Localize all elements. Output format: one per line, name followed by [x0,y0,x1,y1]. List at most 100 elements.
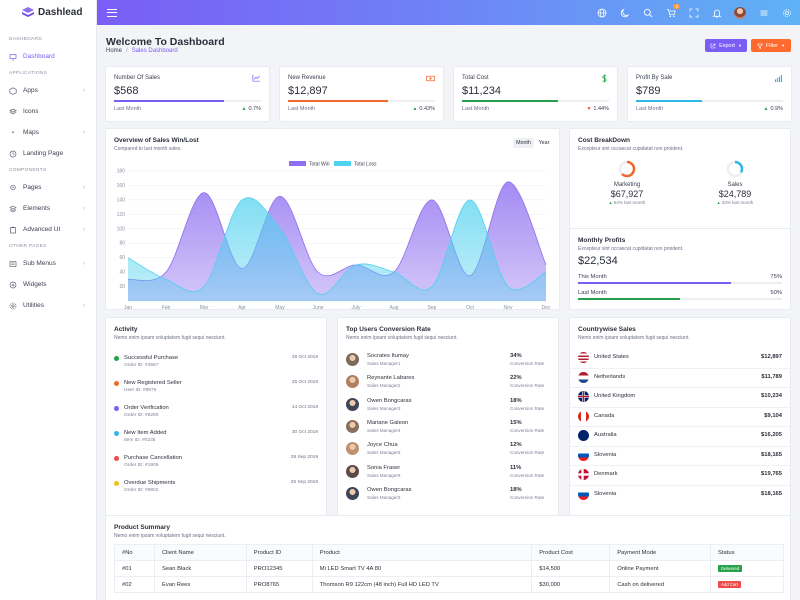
user-row[interactable]: Owen Bongcaras Sales Manager3 18% Conversio… [346,397,550,416]
sidebar-item-elements[interactable]: Elements › [0,198,96,219]
status-dot [114,356,119,361]
activity-item[interactable]: Overdue Shipments Order ID: #8902 25 Sep 2… [114,480,318,500]
user-row[interactable]: Mariane Galeon Sales Manager4 15% Conversio… [346,419,550,438]
map-pin-icon [9,129,17,137]
countrywise-sales-card: Countrywise Sales Nemo enim ipsam volupt… [569,317,791,533]
user-row[interactable]: Socrates Itumay Sales Manager1 34% Conversi… [346,353,550,371]
user-row[interactable]: Joyce Chua Sales Manager5 12% Conversion Ra… [346,442,550,460]
user-name: Mariane Galeon [367,419,409,426]
avatar [346,397,359,411]
sidebar-item-sub-menus[interactable]: Sub Menus › [0,253,96,274]
sidebar-item-dashboard[interactable]: Dashboard [0,46,96,67]
country-row[interactable]: Canada $9,104 [570,410,790,427]
activity-card: Activity Nemo enim ipsam voluptatem fugi… [105,317,327,533]
chevron-right-icon: › [83,226,85,233]
sidebar-item-maps[interactable]: Maps › [0,122,96,143]
activity-item[interactable]: New Item Added Item ID: #0235 30 Oct 2019 [114,430,318,450]
cost-item-note-text: 54% last month [613,200,646,205]
monitor-icon [9,53,17,61]
cart-icon[interactable]: 3 [665,4,680,18]
line-chart-icon [252,74,261,83]
x-tick-label: Mar [200,305,209,311]
export-button[interactable]: Export ▼ [705,39,747,52]
column-header[interactable]: Client Name [153,544,247,561]
country-row[interactable]: United States $12,897 [570,352,790,369]
country-row[interactable]: United Kingdom $10,234 [570,391,790,408]
sidebar-item-pages[interactable]: Pages › [0,177,96,198]
column-header[interactable]: Product [311,544,533,561]
monthly-profits-card: Monthly Profits Excepteur sint occaecat … [569,228,791,310]
flag-icon [578,469,589,480]
moon-icon[interactable] [619,7,630,18]
stat-value: $11,234 [462,85,501,97]
globe-icon[interactable] [596,7,607,18]
conversion-label: Conversion Rate [510,361,545,366]
country-amount: $12,897 [761,354,782,360]
country-row[interactable]: Slovenia $18,165 [578,488,782,502]
avatar [346,486,359,500]
column-header[interactable]: Payment Mode [609,544,712,561]
sidebar-item-widgets[interactable]: Widgets [0,274,96,295]
product-summary-card: Product Summary Nemo enim ipsam voluptat… [105,515,791,600]
user-row[interactable]: Sonia Fraser Sales Manager6 11% Conversion … [346,464,550,483]
activity-item[interactable]: Purchase Cancellation Order ID: #1905 28 S… [114,455,318,475]
activity-date: 29 Oct 2019 [291,355,318,360]
stat-card: Total Cost $11,234 Last Month ▼ 1.44% [453,66,618,122]
user-avatar[interactable] [734,6,746,19]
user-role: Sales Manager5 [367,450,401,456]
x-tick-label: June [313,305,324,311]
sidebar-item-icons[interactable]: Icons [0,101,96,122]
cost-item: Sales $24,789 ▲33% last month [695,159,775,214]
bell-icon[interactable] [711,7,722,18]
search-icon[interactable] [642,7,653,18]
cash-icon [426,74,435,83]
stat-card: Profit By Sale $789 Last Month ▲ 0.9% [627,66,792,122]
settings-icon[interactable] [781,7,792,18]
toggle-month[interactable]: Month [513,138,534,148]
sidebar-item-apps[interactable]: Apps › [0,80,96,101]
activity-sub: Order ID: #4567 [124,363,159,368]
activity-item[interactable]: Order Verification Order ID: #6290 14 Oct … [114,405,318,425]
country-name: Slovenia [594,451,617,458]
column-header[interactable]: #No [114,544,155,561]
y-tick-label: 100 [117,226,126,232]
column-header[interactable]: Status [710,544,784,561]
toggle-year[interactable]: Year [538,140,550,146]
stat-progress [462,100,609,102]
conversion-label: Conversion Rate [510,427,545,433]
country-row[interactable]: Slovenia $18,165 [570,449,790,466]
chevron-right-icon: › [83,87,85,94]
country-row[interactable]: Australia $16,205 [570,430,790,447]
fullscreen-icon[interactable] [688,7,699,18]
options-icon[interactable] [758,7,769,18]
user-row[interactable]: Owen Bongcaras Sales Manager3 18% Conversio… [346,486,550,505]
y-tick-label: 40 [119,270,125,276]
top-nav: 3 [97,0,800,25]
sidebar-item-advanced-ui[interactable]: Advanced UI › [0,219,96,240]
sales-area-chart: 20 40 60 80 100 120 140 160 180 Jan Feb Mar Apr May Ju… [117,161,551,311]
sales-chart-title: Overview of Sales Win/Lost [114,137,199,144]
breadcrumb-home[interactable]: Home [106,48,123,54]
column-header[interactable]: Product Cost [531,544,611,561]
sidebar-item-utilities[interactable]: Utilities › [0,295,96,316]
menu-toggle-icon[interactable] [107,8,117,17]
user-name: Sonia Fraser [367,464,401,471]
stat-change: ▲ 0.9% [764,106,784,112]
sidebar-item-label: Maps [23,129,39,136]
activity-item[interactable]: New Registered Seller User ID: #8976 25 Oc… [114,380,318,400]
user-role: Sales Manager3 [367,405,401,411]
activity-item[interactable]: Successful Purchase Order ID: #4567 29 Oct… [114,355,318,375]
user-row[interactable]: Reynante Labares Sales Manager2 22% Convers… [346,375,550,393]
country-row[interactable]: Denmark $19,765 [570,469,790,486]
table-row[interactable]: #02 Evan Rees PRO8765 Thomson R9 122cm (48 … [114,576,784,593]
flag-icon [578,371,589,383]
country-row[interactable]: Netherlands $11,789 [570,371,790,388]
status-dot [114,456,119,461]
column-header[interactable]: Product ID [245,544,313,561]
brand[interactable]: Dashlead [0,0,97,25]
top-users-title: Top Users Conversion Rate [346,326,431,333]
sidebar-item-landing-page[interactable]: Landing Page [0,143,96,164]
filter-button[interactable]: Filter ▼ [751,39,791,52]
table-cell: Sean Black [153,560,247,577]
table-row[interactable]: #01 Sean Black PRO12345 Mi LED Smart TV 4A … [114,560,784,577]
